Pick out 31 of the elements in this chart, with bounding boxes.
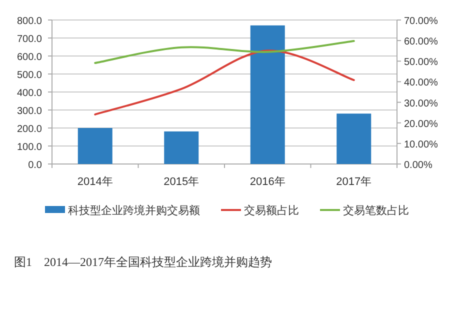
- y2-tick-label: 50.00%: [404, 57, 438, 68]
- x-tick-label: 2016年: [250, 176, 286, 188]
- line-series: [94, 40, 355, 64]
- y-tick-label: 100.0: [16, 142, 42, 153]
- y2-tick-label: 70.00%: [404, 16, 438, 27]
- x-tick-label: 2015年: [164, 176, 200, 188]
- y2-tick-label: 20.00%: [404, 118, 438, 130]
- y2-tick-label: 0.00%: [404, 160, 432, 171]
- bar: [336, 114, 372, 164]
- line-series: [94, 50, 355, 116]
- y-tick-label: 700.0: [16, 34, 42, 45]
- x-tick-label: 2014年: [77, 176, 113, 188]
- bar: [78, 128, 112, 164]
- bar: [250, 25, 285, 164]
- x-tick-label: 2017年: [336, 176, 372, 188]
- y-tick-label: 600.0: [16, 52, 42, 63]
- y-tick-label: 0.0: [28, 160, 42, 171]
- legend-label: 交易笔数占比: [343, 204, 409, 217]
- y-tick-label: 400.0: [16, 88, 42, 99]
- y2-tick-label: 10.00%: [404, 139, 438, 150]
- legend-label: 交易额占比: [244, 204, 299, 217]
- y-tick-label: 800.0: [16, 16, 42, 27]
- y2-tick-label: 40.00%: [404, 78, 438, 89]
- y-tick-label: 500.0: [16, 70, 42, 81]
- bar: [164, 131, 199, 164]
- y-tick-label: 300.0: [16, 106, 42, 117]
- y2-tick-label: 30.00%: [404, 98, 438, 110]
- legend-label: 科技型企业跨境并购交易额: [68, 204, 200, 217]
- y2-tick-label: 60.00%: [404, 36, 438, 48]
- text: 图1 2014—2017年全国科技型企业跨境并购趋势: [14, 255, 272, 269]
- y-tick-label: 200.0: [16, 124, 42, 135]
